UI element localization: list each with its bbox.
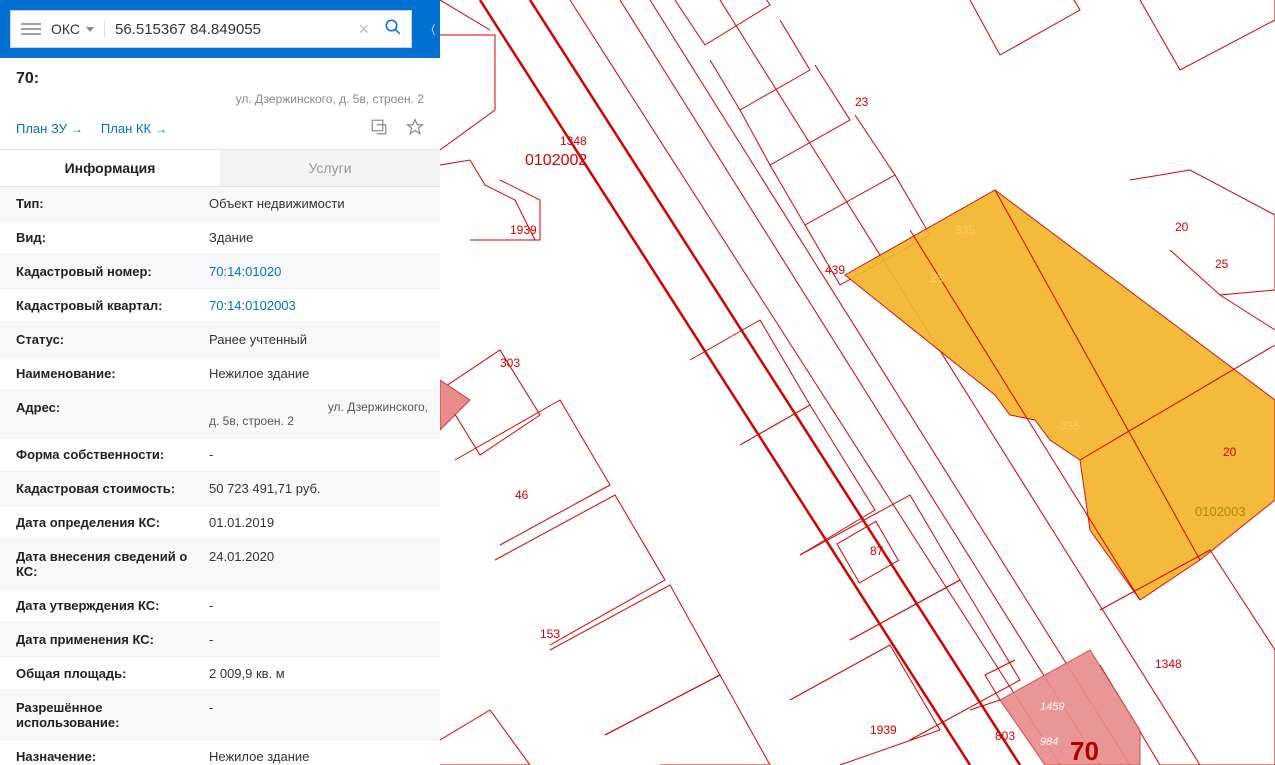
search-input[interactable] <box>105 21 352 38</box>
svg-text:1348: 1348 <box>1155 657 1182 671</box>
object-id: 70: <box>16 70 424 88</box>
info-key: Статус: <box>0 323 205 356</box>
clear-icon[interactable]: × <box>352 19 375 40</box>
info-key: Кадастровый квартал: <box>0 289 205 322</box>
info-value-link[interactable]: 70:14:01020 <box>205 255 440 288</box>
info-row: Дата утверждения КС:- <box>0 589 440 623</box>
search-icon[interactable] <box>375 18 411 41</box>
info-row: Разрешённое использование:- <box>0 691 440 740</box>
info-key: Форма собственности: <box>0 438 205 471</box>
object-header: 70: ул. Дзержинского, д. 5в, строен. 2 <box>0 58 440 112</box>
info-key: Назначение: <box>0 740 205 765</box>
svg-text:23: 23 <box>930 271 944 285</box>
search-type-select[interactable]: ОКС <box>51 21 105 37</box>
svg-text:23: 23 <box>855 95 869 109</box>
search-bar: ОКС × <box>10 10 412 48</box>
info-row: Дата определения КС:01.01.2019 <box>0 506 440 540</box>
tabs: Информация Услуги <box>0 149 440 187</box>
info-value: 2 009,9 кв. м <box>205 657 440 690</box>
menu-icon[interactable] <box>21 23 41 35</box>
svg-text:0102002: 0102002 <box>525 152 587 169</box>
svg-text:303: 303 <box>500 356 520 370</box>
info-table: Тип:Объект недвижимостиВид:ЗданиеКадастр… <box>0 187 440 765</box>
info-row: Тип:Объект недвижимости <box>0 187 440 221</box>
svg-text:1939: 1939 <box>870 723 897 737</box>
info-value: Нежилое здание <box>205 357 440 390</box>
tab-info[interactable]: Информация <box>0 150 220 186</box>
svg-text:803: 803 <box>995 729 1015 743</box>
svg-text:984: 984 <box>1040 736 1058 748</box>
info-key: Дата определения КС: <box>0 506 205 539</box>
svg-text:335: 335 <box>955 223 975 237</box>
info-key: Общая площадь: <box>0 657 205 690</box>
object-address-short: ул. Дзержинского, д. 5в, строен. 2 <box>16 92 424 106</box>
info-value: 01.01.2019 <box>205 506 440 539</box>
info-key: Адрес: <box>0 391 205 437</box>
svg-text:70: 70 <box>1070 736 1099 765</box>
info-value: - <box>205 589 440 622</box>
info-row: Вид:Здание <box>0 221 440 255</box>
info-value: ул. Дзержинского,д. 5в, строен. 2 <box>205 391 440 437</box>
info-value-link[interactable]: 70:14:0102003 <box>205 289 440 322</box>
svg-text:439: 439 <box>825 263 845 277</box>
svg-text:87: 87 <box>870 544 884 558</box>
svg-text:335: 335 <box>1060 419 1080 433</box>
info-row: Дата внесения сведений о КС:24.01.2020 <box>0 540 440 589</box>
svg-text:1939: 1939 <box>510 223 537 237</box>
info-key: Наименование: <box>0 357 205 390</box>
svg-text:0102003: 0102003 <box>1195 504 1246 519</box>
svg-text:1459: 1459 <box>1040 701 1064 713</box>
info-value: - <box>205 691 440 739</box>
svg-text:153: 153 <box>540 627 560 641</box>
info-key: Тип: <box>0 187 205 220</box>
info-row: Кадастровый квартал:70:14:0102003 <box>0 289 440 323</box>
info-key: Разрешённое использование: <box>0 691 205 739</box>
info-row: Форма собственности:- <box>0 438 440 472</box>
info-key: Кадастровый номер: <box>0 255 205 288</box>
star-icon[interactable] <box>406 118 424 139</box>
expand-icon[interactable] <box>370 118 388 139</box>
info-value: Здание <box>205 221 440 254</box>
svg-text:46: 46 <box>515 488 529 502</box>
svg-text:25: 25 <box>1215 257 1229 271</box>
info-row: Статус:Ранее учтенный <box>0 323 440 357</box>
info-row: Общая площадь:2 009,9 кв. м <box>0 657 440 691</box>
plan-kk-link[interactable]: План КК→ <box>101 121 167 136</box>
info-value: - <box>205 438 440 471</box>
info-row: Дата применения КС:- <box>0 623 440 657</box>
svg-text:1348: 1348 <box>560 134 587 148</box>
info-value: Нежилое здание <box>205 740 440 765</box>
info-row: Адрес:ул. Дзержинского,д. 5в, строен. 2 <box>0 391 440 438</box>
info-key: Вид: <box>0 221 205 254</box>
info-key: Дата внесения сведений о КС: <box>0 540 205 588</box>
info-row: Наименование:Нежилое здание <box>0 357 440 391</box>
plan-links-row: План ЗУ→ План КК→ <box>0 112 440 149</box>
info-value: Объект недвижимости <box>205 187 440 220</box>
svg-text:20: 20 <box>1223 445 1237 459</box>
info-value: - <box>205 623 440 656</box>
cadastral-map[interactable]: 1348 0102002 23 1939 439 335 23 20 25 303 335 20 46 8… <box>440 0 1275 765</box>
info-value: 50 723 491,71 руб. <box>205 472 440 505</box>
tab-services[interactable]: Услуги <box>220 150 440 186</box>
info-value: Ранее учтенный <box>205 323 440 356</box>
info-key: Дата утверждения КС: <box>0 589 205 622</box>
info-panel: ОКС × 〈 70: ул. Дзержинского, д. 5в, стр… <box>0 0 440 765</box>
chevron-down-icon <box>86 27 94 32</box>
svg-text:20: 20 <box>1175 220 1189 234</box>
info-row: Кадастровый номер:70:14:01020 <box>0 255 440 289</box>
info-row: Кадастровая стоимость:50 723 491,71 руб. <box>0 472 440 506</box>
info-row: Назначение:Нежилое здание <box>0 740 440 765</box>
info-key: Дата применения КС: <box>0 623 205 656</box>
search-type-label: ОКС <box>51 21 80 37</box>
plan-zu-link[interactable]: План ЗУ→ <box>16 121 83 136</box>
info-key: Кадастровая стоимость: <box>0 472 205 505</box>
collapse-panel-button[interactable]: 〈 <box>422 0 440 58</box>
search-bar-wrap: ОКС × 〈 <box>0 0 440 58</box>
info-value: 24.01.2020 <box>205 540 440 588</box>
